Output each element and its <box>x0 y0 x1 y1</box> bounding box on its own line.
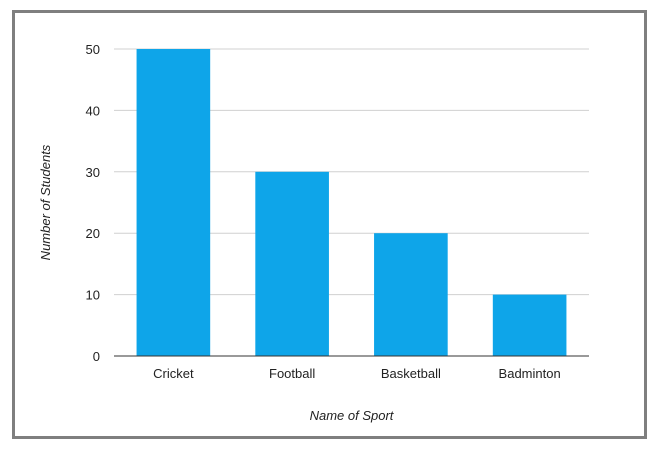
bars <box>136 49 567 356</box>
bar-cricket <box>136 49 211 356</box>
x-tick-label: Football <box>269 366 315 381</box>
x-tick-label: Cricket <box>153 366 194 381</box>
y-tick-label: 0 <box>93 349 100 364</box>
y-axis-title: Number of Students <box>38 144 53 260</box>
x-tick-labels: Cricket Football Basketball Badminton <box>153 366 561 381</box>
bar-badminton <box>492 294 567 356</box>
y-tick-labels: 0 10 20 30 40 50 <box>86 42 100 364</box>
x-tick-label: Basketball <box>381 366 441 381</box>
bar-basketball <box>374 233 448 356</box>
bar-chart: 0 10 20 30 40 50 Cricket Football Basketball Bad… <box>38 42 589 423</box>
y-tick-label: 30 <box>86 165 100 180</box>
chart-frame: 0 10 20 30 40 50 Cricket Football Basketball Bad… <box>12 10 647 439</box>
x-axis-title: Name of Sport <box>310 408 395 423</box>
y-tick-label: 40 <box>86 103 100 118</box>
x-tick-label: Badminton <box>499 366 561 381</box>
y-tick-label: 50 <box>86 42 100 57</box>
y-tick-label: 10 <box>86 288 100 303</box>
y-tick-label: 20 <box>86 226 100 241</box>
bar-football <box>255 171 329 356</box>
